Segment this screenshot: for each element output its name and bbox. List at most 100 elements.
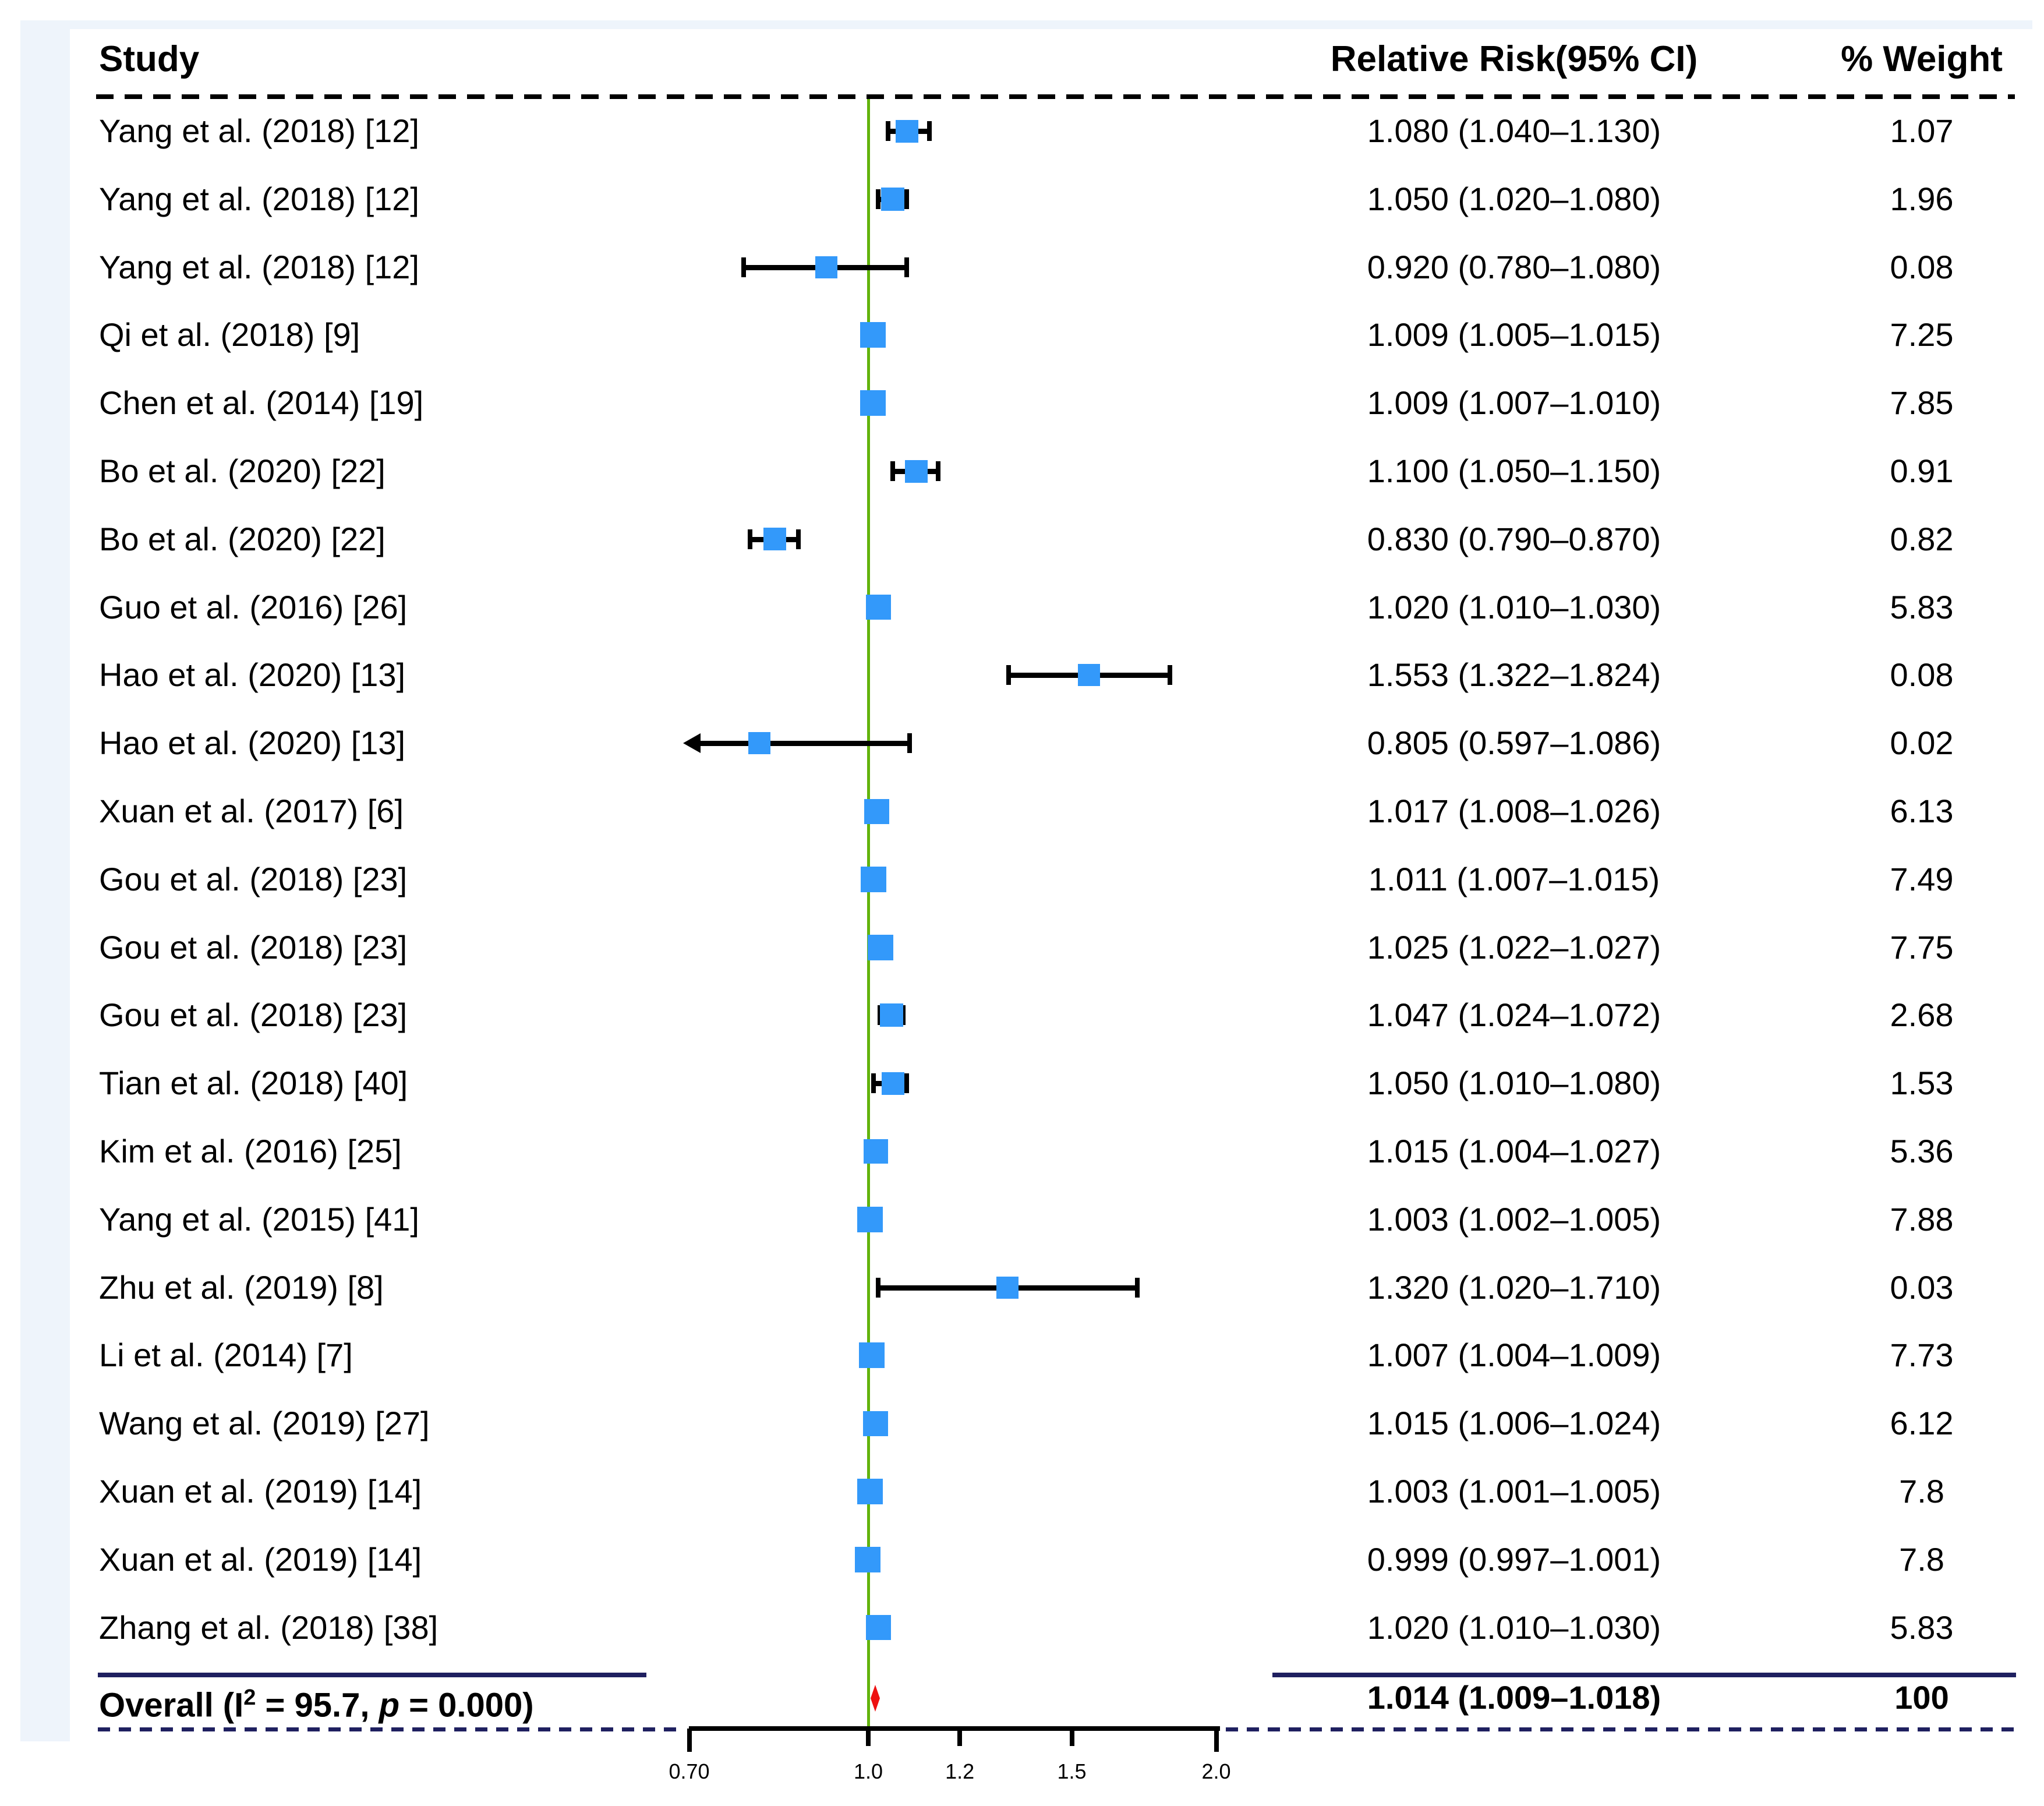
ci-cap-low (885, 121, 890, 141)
reference-line-1 (867, 99, 870, 1728)
rr-value: 1.003 (1.002–1.005) (1367, 1200, 1661, 1238)
weight-value: 2.68 (1890, 996, 1954, 1034)
rr-value: 1.009 (1.005–1.015) (1367, 316, 1661, 354)
effect-square (861, 866, 887, 892)
effect-square (855, 1546, 881, 1572)
study-label: Yang et al. (2018) [12] (99, 112, 419, 149)
x-axis-tick (687, 1729, 692, 1752)
x-axis-tick-label: 2.0 (1201, 1759, 1231, 1783)
study-label: Tian et al. (2018) [40] (99, 1065, 408, 1102)
rr-value: 0.805 (0.597–1.086) (1367, 724, 1661, 762)
effect-square (904, 460, 928, 483)
weight-value: 0.08 (1890, 656, 1954, 694)
rr-value: 1.320 (1.020–1.710) (1367, 1268, 1661, 1306)
ci-cap-low (747, 529, 752, 549)
ci-cap-high (904, 1073, 910, 1094)
study-label: Xuan et al. (2019) [14] (99, 1473, 422, 1510)
study-label: Bo et al. (2020) [22] (99, 520, 386, 557)
study-label: Zhang et al. (2018) [38] (99, 1609, 438, 1646)
weight-value: 7.8 (1899, 1540, 1944, 1578)
weight-value: 7.73 (1890, 1337, 1954, 1374)
weight-value: 5.36 (1890, 1133, 1954, 1169)
overall-diamond-marker (870, 1685, 880, 1712)
study-label: Yang et al. (2015) [41] (99, 1200, 419, 1238)
effect-square (763, 528, 786, 551)
ci-cap-low (876, 189, 881, 209)
study-label: Yang et al. (2018) [12] (99, 180, 419, 217)
x-axis-tick (866, 1729, 871, 1746)
header-dashed-rule (96, 94, 2015, 99)
rr-value: 1.080 (1.040–1.130) (1367, 112, 1661, 149)
rr-value: 1.020 (1.010–1.030) (1367, 588, 1661, 625)
rr-value: 1.015 (1.004–1.027) (1367, 1133, 1661, 1169)
weight-value: 7.88 (1890, 1200, 1954, 1238)
overall-label-p: p (379, 1686, 400, 1724)
weight-value: 1.07 (1890, 112, 1954, 149)
study-label: Gou et al. (2018) [23] (99, 860, 408, 897)
study-label: Hao et al. (2020) [13] (99, 724, 406, 762)
rr-value: 1.017 (1.008–1.026) (1367, 793, 1661, 829)
x-axis-tick-label: 1.5 (1057, 1759, 1087, 1783)
weight-value: 0.03 (1890, 1268, 1954, 1306)
rr-value: 1.015 (1.006–1.024) (1367, 1405, 1661, 1442)
study-label: Xuan et al. (2019) [14] (99, 1540, 422, 1578)
effect-square (815, 256, 838, 278)
x-axis-tick (957, 1729, 963, 1746)
ci-cap-high (1135, 1277, 1140, 1298)
rr-value: 1.003 (1.001–1.005) (1367, 1473, 1661, 1510)
effect-square (1078, 664, 1101, 687)
x-axis-tick-label: 1.2 (945, 1759, 975, 1783)
ci-cap-low (876, 1277, 881, 1298)
ci-cap-low (741, 257, 746, 277)
study-label: Yang et al. (2018) [12] (99, 248, 419, 285)
effect-square (857, 1206, 883, 1232)
weight-value: 6.13 (1890, 793, 1954, 829)
overall-weight-value: 100 (1894, 1679, 1949, 1716)
weight-value: 7.8 (1899, 1473, 1944, 1510)
effect-square (863, 1411, 889, 1436)
column-header-relative-risk: Relative Risk(95% CI) (1330, 39, 1698, 79)
rr-value: 1.553 (1.322–1.824) (1367, 656, 1661, 694)
ci-cap-high (904, 257, 910, 277)
effect-square (881, 1072, 904, 1095)
study-label: Gou et al. (2018) [23] (99, 928, 408, 966)
weight-value: 7.25 (1890, 316, 1954, 354)
bottom-dashed-rule-left (98, 1727, 682, 1731)
overall-separator-left (98, 1673, 646, 1677)
overall-label-pre: Overall (I (99, 1686, 244, 1724)
study-label: Li et al. (2014) [7] (99, 1337, 353, 1374)
effect-square (863, 1139, 888, 1164)
rr-value: 1.100 (1.050–1.150) (1367, 453, 1661, 489)
x-axis-line (689, 1726, 1220, 1731)
effect-square (996, 1276, 1019, 1299)
study-label: Wang et al. (2019) [27] (99, 1405, 430, 1442)
ci-cap-high (927, 121, 932, 141)
rr-value: 1.050 (1.010–1.080) (1367, 1065, 1661, 1102)
effect-square (748, 732, 770, 755)
study-label: Zhu et al. (2019) [8] (99, 1268, 384, 1306)
weight-value: 0.91 (1890, 453, 1954, 489)
rr-value: 1.050 (1.020–1.080) (1367, 180, 1661, 217)
column-header-study: Study (99, 39, 200, 79)
weight-value: 1.53 (1890, 1065, 1954, 1102)
x-axis-tick-label: 0.70 (669, 1759, 710, 1783)
weight-value: 0.82 (1890, 520, 1954, 557)
rr-value: 0.920 (0.780–1.080) (1367, 248, 1661, 285)
ci-cap-high (907, 733, 913, 754)
weight-value: 0.02 (1890, 724, 1954, 762)
overall-label: Overall (I2 = 95.7, p = 0.000) (99, 1673, 534, 1730)
overall-label-mid: = 95.7, (256, 1686, 379, 1724)
weight-value: 7.49 (1890, 860, 1954, 897)
overall-rr-value: 1.014 (1.009–1.018) (1367, 1679, 1661, 1716)
effect-square (865, 595, 891, 620)
ci-cap-high (1168, 665, 1173, 685)
ci-cap-high (795, 529, 801, 549)
x-axis-tick (1214, 1729, 1219, 1752)
x-axis-tick-label: 1.0 (853, 1759, 883, 1783)
effect-square (864, 798, 890, 824)
effect-square (859, 1342, 885, 1369)
study-label: Kim et al. (2016) [25] (99, 1133, 402, 1169)
study-label: Bo et al. (2020) [22] (99, 453, 386, 489)
rr-value: 1.007 (1.004–1.009) (1367, 1337, 1661, 1374)
